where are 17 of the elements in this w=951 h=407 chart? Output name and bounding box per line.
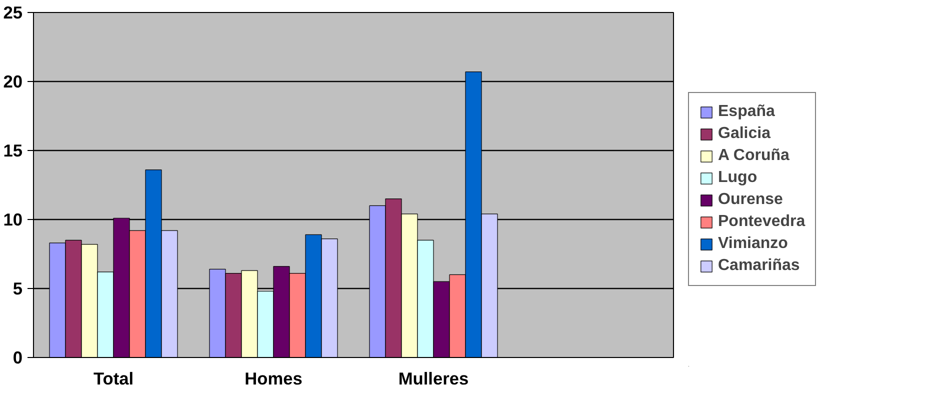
legend-label: Lugo — [718, 169, 758, 187]
y-tick-label: 20 — [3, 72, 23, 92]
legend-label: Galicia — [718, 125, 770, 143]
x-tick-label: Total — [93, 368, 134, 388]
y-tick-label: 25 — [3, 2, 23, 22]
x-tick-label: Homes — [244, 368, 302, 388]
y-tick-label: 5 — [12, 278, 23, 298]
legend-label: A Coruña — [718, 147, 790, 165]
y-tick-label: 15 — [3, 140, 23, 160]
x-tick-label: Mulleres — [398, 368, 469, 388]
legend-label: Ourense — [718, 191, 783, 209]
y-tick-label: 10 — [3, 210, 23, 230]
legend-label: Pontevedra — [718, 213, 806, 231]
legend-label: Camariñas — [718, 257, 800, 275]
y-tick-label: 0 — [12, 348, 23, 368]
legend-label: Vimianzo — [718, 235, 788, 253]
legend-label: España — [718, 103, 775, 121]
